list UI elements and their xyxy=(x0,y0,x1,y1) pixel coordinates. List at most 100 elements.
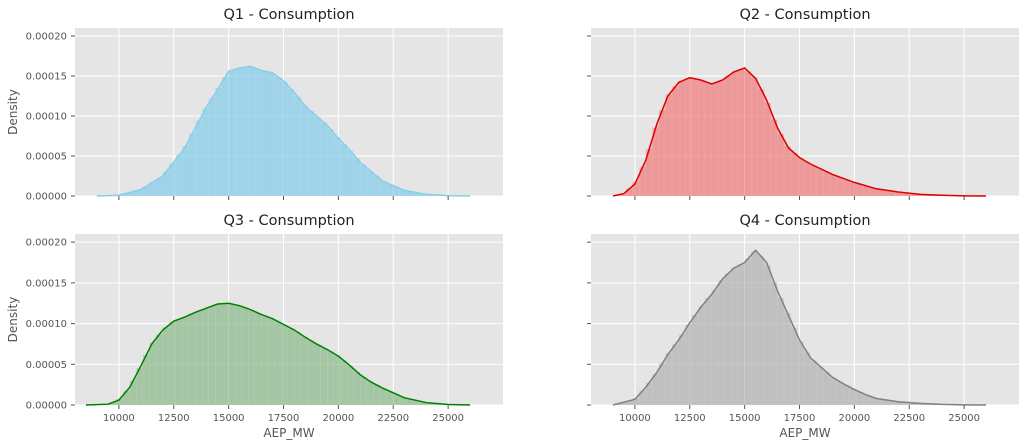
density-curve xyxy=(85,302,471,406)
histogram-bar xyxy=(705,298,712,405)
subplot-title: Q4 - Consumption xyxy=(739,213,870,229)
histogram-bar xyxy=(744,258,751,405)
histogram-bar xyxy=(432,403,440,405)
histogram-bar xyxy=(876,189,883,196)
histogram-bar xyxy=(744,71,751,196)
histogram-bar xyxy=(724,273,732,405)
histogram-bar xyxy=(751,251,758,405)
histogram-bar xyxy=(665,353,672,405)
histogram-bar xyxy=(698,305,705,405)
y-tick-label: 0.00020 xyxy=(26,32,67,43)
histogram-bar xyxy=(162,171,170,196)
x-tick-label: 25000 xyxy=(948,413,980,424)
histogram-bar xyxy=(639,167,646,196)
histogram-bar xyxy=(711,82,719,196)
x-tick-label: 22500 xyxy=(377,413,409,424)
density-area xyxy=(96,66,471,197)
histogram-bar xyxy=(301,336,308,405)
histogram-bar xyxy=(307,111,314,196)
histogram-bar xyxy=(764,102,771,196)
histogram-bar xyxy=(645,382,653,405)
x-tick-label: 17500 xyxy=(268,413,300,424)
x-tick-label: 17500 xyxy=(784,413,816,424)
histogram-bar xyxy=(652,127,659,196)
histogram-bar xyxy=(751,77,758,196)
histogram-bar xyxy=(320,122,328,196)
histogram-bar xyxy=(665,94,672,196)
histogram-bar xyxy=(301,105,308,196)
histogram-bar xyxy=(718,80,725,196)
histogram-bar xyxy=(757,89,765,196)
histogram-bar xyxy=(268,318,275,405)
histogram-bar xyxy=(672,344,679,405)
histogram-bar xyxy=(235,68,242,196)
histogram-bar xyxy=(823,372,830,405)
histogram-bar xyxy=(241,67,249,196)
histogram-bar xyxy=(281,82,288,196)
histogram-bar xyxy=(902,402,909,405)
histogram-bar xyxy=(406,398,413,405)
histogram-bar xyxy=(340,144,347,196)
histogram-bar xyxy=(413,400,420,405)
histogram-bar xyxy=(136,368,143,405)
histogram-bar xyxy=(659,110,666,196)
histogram-bar xyxy=(353,371,361,405)
histogram-bar xyxy=(810,360,817,405)
histogram-bar xyxy=(156,334,163,405)
histogram-bar xyxy=(869,397,877,405)
histogram-bar xyxy=(426,402,433,405)
histogram-bar xyxy=(129,191,137,196)
histogram-bar xyxy=(764,265,771,405)
histogram-bar xyxy=(327,351,334,405)
histogram-bar xyxy=(777,134,784,196)
histogram-bar xyxy=(882,190,890,196)
histogram-bar xyxy=(698,80,705,196)
histogram-bar xyxy=(784,146,791,196)
y-tick-label: 0.00000 xyxy=(26,192,67,203)
histogram-bar xyxy=(790,152,798,196)
histogram-bar xyxy=(685,78,692,196)
histogram-bar xyxy=(843,179,850,196)
histogram-bar xyxy=(149,342,156,405)
histogram-bar xyxy=(803,352,811,405)
histogram-bar xyxy=(380,181,387,196)
histogram-bar xyxy=(182,316,189,405)
histogram-bar xyxy=(202,308,209,405)
histogram-bar xyxy=(241,307,249,405)
histogram-bar xyxy=(327,129,334,196)
histogram-bar xyxy=(366,381,374,405)
histogram-bar xyxy=(731,267,738,405)
subplot-title: Q1 - Consumption xyxy=(223,7,354,23)
histogram-bar xyxy=(738,69,745,196)
density-area xyxy=(612,250,987,405)
histogram-bar xyxy=(320,347,328,405)
histogram-bar xyxy=(162,327,170,405)
histogram-bar xyxy=(149,182,156,196)
x-tick-label: 10000 xyxy=(619,413,651,424)
histogram-bar xyxy=(307,340,314,405)
histogram-bar xyxy=(856,184,863,196)
histogram-bar xyxy=(659,363,666,405)
histogram-bar xyxy=(314,116,321,196)
histogram-bar xyxy=(287,89,295,196)
subplot-4: 10000 12500 15000 17500 20000 22500 25000 Q4 - … xyxy=(587,213,1019,440)
histogram-bar xyxy=(248,310,255,405)
subplot-2: Q2 - Consumption xyxy=(587,7,1019,200)
y-tick-label: 0.00005 xyxy=(26,152,67,163)
histogram-bar xyxy=(123,193,130,196)
histogram-bar xyxy=(360,377,367,405)
histogram-bar xyxy=(843,385,850,405)
histogram-bar xyxy=(849,388,857,405)
histogram-bar xyxy=(705,82,712,196)
x-tick-label: 12500 xyxy=(674,413,706,424)
y-tick-label: 0.00010 xyxy=(26,112,67,123)
x-tick-label: 12500 xyxy=(158,413,190,424)
histogram-bar xyxy=(228,303,235,405)
histogram-bar xyxy=(347,366,354,405)
histogram-bar xyxy=(156,178,163,196)
histogram-bar xyxy=(902,192,909,196)
histogram-bar xyxy=(685,324,692,405)
histogram-bar xyxy=(189,133,196,196)
histogram-bar xyxy=(393,187,400,196)
histogram-bar xyxy=(399,189,407,196)
